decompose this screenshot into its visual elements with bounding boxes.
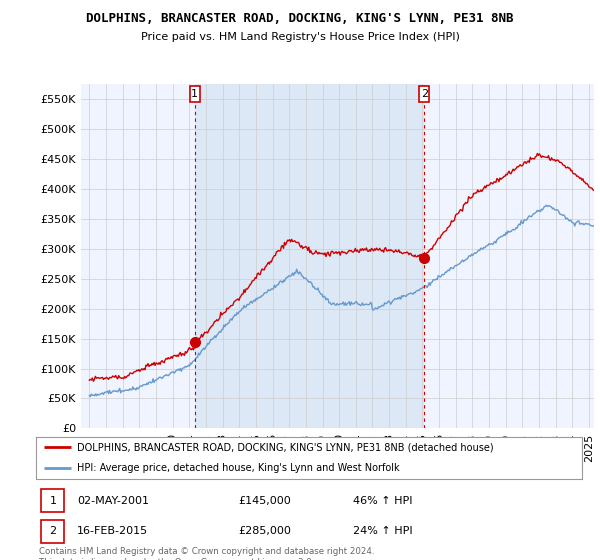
Text: DOLPHINS, BRANCASTER ROAD, DOCKING, KING'S LYNN, PE31 8NB (detached house): DOLPHINS, BRANCASTER ROAD, DOCKING, KING… bbox=[77, 442, 494, 452]
Bar bbox=[195, 84, 424, 428]
FancyBboxPatch shape bbox=[41, 489, 64, 512]
Text: Price paid vs. HM Land Registry's House Price Index (HPI): Price paid vs. HM Land Registry's House … bbox=[140, 32, 460, 42]
FancyBboxPatch shape bbox=[41, 520, 64, 543]
Text: 1: 1 bbox=[191, 89, 198, 99]
Text: 24% ↑ HPI: 24% ↑ HPI bbox=[353, 526, 412, 536]
Text: 16-FEB-2015: 16-FEB-2015 bbox=[77, 526, 148, 536]
Text: 2: 2 bbox=[421, 89, 428, 99]
Text: 02-MAY-2001: 02-MAY-2001 bbox=[77, 496, 149, 506]
Text: 1: 1 bbox=[49, 496, 56, 506]
FancyBboxPatch shape bbox=[190, 86, 200, 102]
Text: 46% ↑ HPI: 46% ↑ HPI bbox=[353, 496, 412, 506]
Text: DOLPHINS, BRANCASTER ROAD, DOCKING, KING'S LYNN, PE31 8NB: DOLPHINS, BRANCASTER ROAD, DOCKING, KING… bbox=[86, 12, 514, 25]
Text: Contains HM Land Registry data © Crown copyright and database right 2024.
This d: Contains HM Land Registry data © Crown c… bbox=[39, 547, 374, 560]
Text: £145,000: £145,000 bbox=[238, 496, 291, 506]
FancyBboxPatch shape bbox=[419, 86, 430, 102]
Text: £285,000: £285,000 bbox=[238, 526, 291, 536]
Text: HPI: Average price, detached house, King's Lynn and West Norfolk: HPI: Average price, detached house, King… bbox=[77, 463, 400, 473]
Text: 2: 2 bbox=[49, 526, 56, 536]
